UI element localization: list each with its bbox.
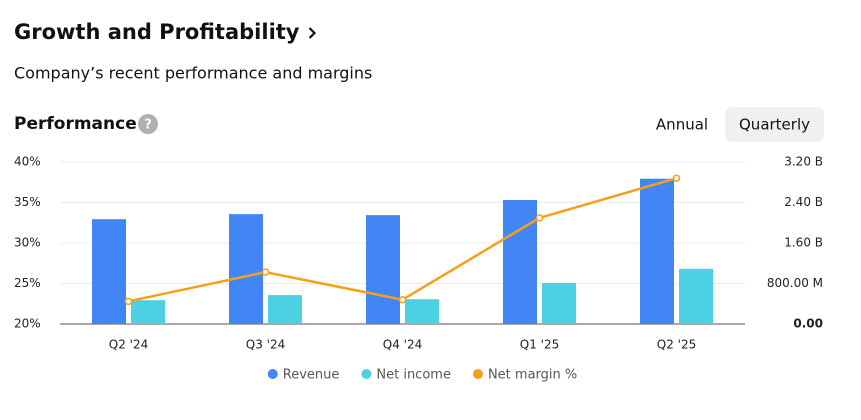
period-button-bg[interactable] xyxy=(725,107,824,142)
line xyxy=(128,176,677,303)
bar xyxy=(542,282,576,324)
y2-tick-label: 0.00 xyxy=(793,317,823,331)
bar xyxy=(229,214,263,324)
y-tick-label: 35% xyxy=(14,195,41,209)
bar xyxy=(679,268,713,324)
x-tick-label: Q2 '25 xyxy=(657,338,696,352)
x-tick-label: Q2 '24 xyxy=(109,338,148,352)
legend-marker xyxy=(472,369,483,379)
legend-marker xyxy=(267,369,278,379)
y2-tick-label: 2.40 B xyxy=(784,195,823,209)
legend-marker xyxy=(361,369,372,379)
bar xyxy=(503,199,537,324)
y2-tick-label: 3.20 B xyxy=(784,155,823,169)
bar xyxy=(640,178,674,324)
y-tick-label: 30% xyxy=(14,236,41,250)
line-point xyxy=(398,295,407,304)
y-tick-label: 20% xyxy=(14,317,41,331)
bar xyxy=(131,300,165,324)
bar xyxy=(268,295,302,324)
y-tick-label: 25% xyxy=(14,276,41,290)
line-point xyxy=(124,297,133,306)
line-point xyxy=(535,214,544,222)
x-tick-label: Q1 '25 xyxy=(520,338,559,352)
legend-label: Net margin % xyxy=(488,368,577,383)
legend-label: Net income xyxy=(376,368,451,383)
help-icon-text: ? xyxy=(144,118,152,133)
bar xyxy=(92,219,126,324)
legend-label: Revenue xyxy=(283,368,340,383)
section-title: Performance xyxy=(14,114,137,134)
chart: 20% 25% 30% 35% 40% 0.00 800.00 M 1.60 B 2.40 B 3… xyxy=(14,155,823,383)
y2-tick-label: 800.00 M xyxy=(767,276,823,290)
x-tick-label: Q4 '24 xyxy=(383,338,422,352)
line-point xyxy=(261,268,270,276)
period-button[interactable]: Annual xyxy=(656,116,708,134)
y2-tick-label: 1.60 B xyxy=(784,236,823,250)
bar xyxy=(366,215,400,324)
period-toggle: Annual Quarterly xyxy=(656,107,824,142)
page-title: Growth and Profitability xyxy=(14,20,300,44)
chevron-icon[interactable] xyxy=(308,27,317,39)
help-icon[interactable] xyxy=(138,114,158,134)
subtitle: Company’s recent performance and margins xyxy=(14,64,372,83)
x-tick-label: Q3 '24 xyxy=(246,338,285,352)
period-button[interactable]: Quarterly xyxy=(739,116,810,134)
y-tick-label: 40% xyxy=(14,155,41,169)
legend: Revenue Net income Net margin % xyxy=(267,368,577,383)
line-point xyxy=(672,174,681,182)
bar xyxy=(405,299,439,324)
